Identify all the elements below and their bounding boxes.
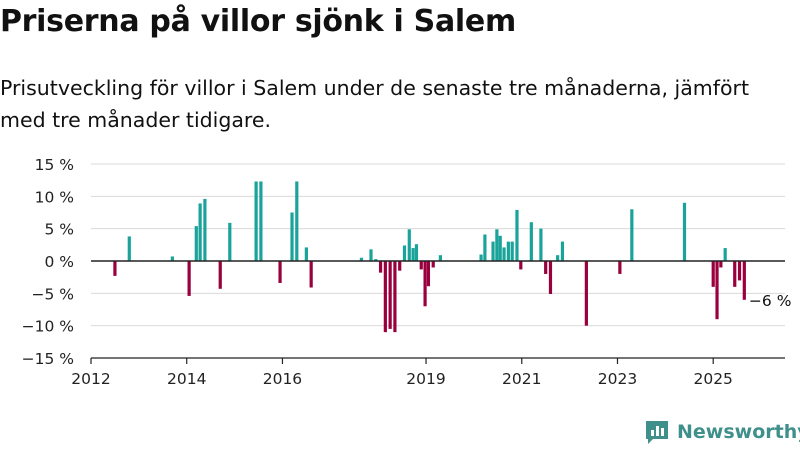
bar — [491, 241, 495, 261]
bar — [544, 261, 548, 274]
bar — [630, 209, 634, 261]
bar — [407, 229, 411, 261]
bar — [510, 241, 514, 261]
bar — [398, 261, 402, 271]
bar — [515, 209, 519, 261]
label-layer: 15 % 10 % 5 % 0 % −5 % −10 % −15 % 2012 2014 2016… — [22, 156, 792, 388]
bar — [715, 261, 719, 320]
bar — [378, 261, 383, 273]
bar — [556, 255, 560, 261]
bar — [254, 181, 258, 261]
x-tick-label: 2021 — [502, 370, 541, 388]
x-tick-label: 2016 — [263, 370, 302, 388]
bar — [290, 212, 294, 261]
bar — [187, 261, 191, 296]
y-tick-label: 0 % — [44, 253, 74, 271]
bar — [194, 226, 198, 261]
y-tick-label: 10 % — [35, 188, 74, 206]
bar — [711, 261, 715, 287]
bar — [304, 247, 308, 261]
bar — [539, 228, 543, 261]
bar — [742, 261, 746, 300]
newsworthy-logo-icon — [646, 421, 668, 444]
x-tick-label: 2014 — [167, 370, 206, 388]
bar — [359, 257, 364, 261]
y-tick-label: −15 % — [22, 350, 74, 368]
bar — [393, 261, 397, 333]
bar — [584, 261, 588, 326]
bar — [203, 198, 207, 261]
bar — [682, 202, 687, 261]
bar — [402, 245, 407, 261]
bar — [309, 261, 313, 288]
newsworthy-logo: Newsworthy — [644, 419, 800, 445]
bar — [560, 241, 565, 261]
bar — [374, 259, 378, 261]
x-tick-label: 2023 — [598, 370, 637, 388]
bar — [295, 181, 299, 261]
bar — [733, 261, 737, 287]
bar — [228, 222, 232, 261]
bar — [113, 261, 117, 276]
bar — [502, 247, 506, 261]
newsworthy-brand-name: Newsworthy — [677, 421, 800, 443]
bar — [411, 248, 415, 261]
y-tick-label: −5 % — [31, 285, 74, 303]
bar — [127, 236, 131, 261]
bar — [383, 261, 387, 333]
bar — [438, 255, 442, 261]
y-tick-label: 5 % — [44, 221, 74, 239]
y-tick-label: −10 % — [22, 318, 74, 336]
bar — [719, 261, 723, 268]
bar — [198, 203, 202, 261]
chart-subtitle: Prisutveckling för villor i Salem under … — [0, 76, 749, 132]
bar — [218, 261, 222, 289]
bar — [369, 249, 373, 261]
bar — [419, 261, 423, 270]
x-tick-label: 2012 — [71, 370, 110, 388]
x-tick-label: 2025 — [693, 370, 732, 388]
bar — [414, 244, 419, 261]
bar — [483, 234, 487, 261]
axis-layer — [90, 260, 785, 364]
bar — [259, 181, 263, 261]
bar — [723, 248, 727, 261]
bar — [495, 229, 499, 261]
bar — [278, 261, 282, 283]
page-title: Priserna på villor sjönk i Salem — [0, 4, 516, 39]
bar — [431, 261, 435, 268]
bar — [618, 261, 622, 274]
bar — [388, 261, 392, 329]
last-value-annotation: −6 % — [749, 292, 792, 310]
x-tick-label: 2019 — [406, 370, 445, 388]
bar — [548, 261, 553, 294]
bar — [426, 261, 431, 287]
bar — [506, 241, 510, 261]
bars-layer — [113, 181, 746, 333]
bar — [170, 256, 174, 261]
bar — [423, 261, 427, 307]
bar — [519, 261, 523, 270]
bar — [529, 222, 533, 261]
y-tick-label: 15 % — [35, 156, 74, 174]
bar — [479, 254, 483, 261]
bar — [498, 235, 502, 261]
bar — [737, 261, 742, 281]
